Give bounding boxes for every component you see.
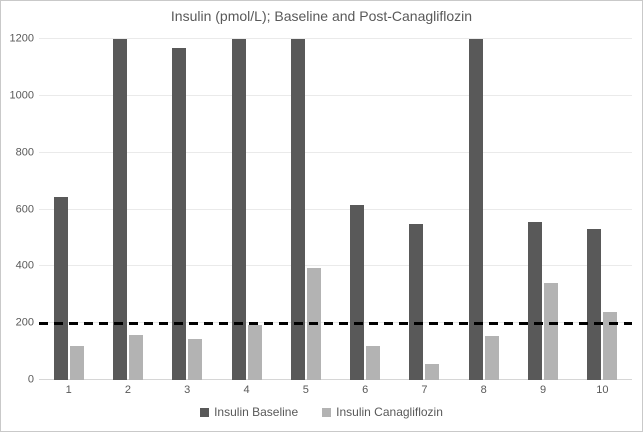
bar-canagliflozin-8 bbox=[484, 335, 499, 380]
gridline bbox=[39, 208, 632, 210]
bar-canagliflozin-6 bbox=[366, 345, 381, 380]
y-axis: 0 200 400 600 800 1000 1200 bbox=[1, 33, 34, 385]
x-axis: 1 2 3 4 5 6 7 8 9 10 bbox=[39, 384, 632, 398]
x-tick-label: 1 bbox=[65, 384, 72, 396]
x-tick-label: 2 bbox=[124, 384, 131, 396]
bar-group-6 bbox=[336, 39, 395, 380]
bar-group-7 bbox=[395, 39, 454, 380]
reference-line bbox=[39, 321, 632, 325]
bar-group-1 bbox=[39, 39, 98, 380]
bar-canagliflozin-2 bbox=[128, 334, 143, 380]
legend-label-baseline: Insulin Baseline bbox=[214, 405, 299, 419]
gridline bbox=[39, 265, 632, 267]
x-tick-label: 3 bbox=[184, 384, 191, 396]
bar-group-5 bbox=[276, 39, 335, 380]
bar-group-3 bbox=[158, 39, 217, 380]
x-tick-label: 6 bbox=[362, 384, 369, 396]
bar-baseline-9 bbox=[528, 222, 543, 380]
bar-baseline-10 bbox=[587, 229, 602, 380]
x-tick-label: 4 bbox=[243, 384, 250, 396]
legend-swatch-baseline bbox=[200, 407, 210, 417]
legend-label-canagliflozin: Insulin Canagliflozin bbox=[336, 405, 443, 419]
y-tick-label: 200 bbox=[15, 316, 34, 329]
x-tick-label: 9 bbox=[539, 384, 547, 396]
bar-baseline-7 bbox=[409, 223, 424, 380]
x-axis-line bbox=[39, 379, 632, 380]
chart-title: Insulin (pmol/L); Baseline and Post-Cana… bbox=[170, 8, 473, 24]
y-tick-label: 600 bbox=[15, 203, 34, 215]
bar-baseline-6 bbox=[350, 205, 365, 380]
bar-baseline-1 bbox=[53, 196, 68, 380]
bar-baseline-3 bbox=[172, 47, 187, 380]
bar-canagliflozin-10 bbox=[603, 311, 618, 380]
bar-baseline-4 bbox=[231, 39, 246, 380]
legend: Insulin Baseline Insulin Canagliflozin bbox=[1, 405, 642, 419]
plot-area bbox=[39, 38, 632, 380]
y-tick-label: 1000 bbox=[9, 89, 34, 102]
bar-baseline-8 bbox=[468, 39, 483, 380]
bar-group-8 bbox=[454, 39, 513, 380]
bar-baseline-2 bbox=[112, 39, 127, 380]
x-tick-label: 5 bbox=[302, 384, 309, 396]
y-tick-label: 0 bbox=[27, 373, 34, 386]
gridline bbox=[39, 151, 632, 153]
legend-swatch-canagliflozin bbox=[322, 407, 332, 417]
bar-canagliflozin-9 bbox=[544, 283, 559, 380]
bar-canagliflozin-1 bbox=[69, 345, 84, 380]
y-tick-label: 400 bbox=[15, 259, 34, 272]
bar-baseline-5 bbox=[290, 39, 305, 380]
bar-canagliflozin-7 bbox=[425, 364, 440, 380]
bar-canagliflozin-4 bbox=[247, 324, 262, 380]
bar-group-2 bbox=[98, 39, 157, 380]
legend-item-baseline: Insulin Baseline bbox=[200, 405, 298, 419]
x-tick-label: 8 bbox=[480, 384, 487, 396]
bar-group-10 bbox=[573, 39, 632, 380]
gridline bbox=[39, 38, 632, 39]
bar-group-9 bbox=[513, 39, 572, 380]
y-tick-label: 1200 bbox=[9, 32, 34, 45]
gridline bbox=[39, 94, 632, 96]
bar-group-4 bbox=[217, 39, 276, 380]
bar-canagliflozin-3 bbox=[188, 338, 203, 380]
x-tick-label: 10 bbox=[596, 384, 609, 396]
x-tick-label: 7 bbox=[421, 384, 428, 396]
legend-item-canagliflozin: Insulin Canagliflozin bbox=[322, 405, 443, 419]
y-tick-label: 800 bbox=[15, 146, 34, 159]
